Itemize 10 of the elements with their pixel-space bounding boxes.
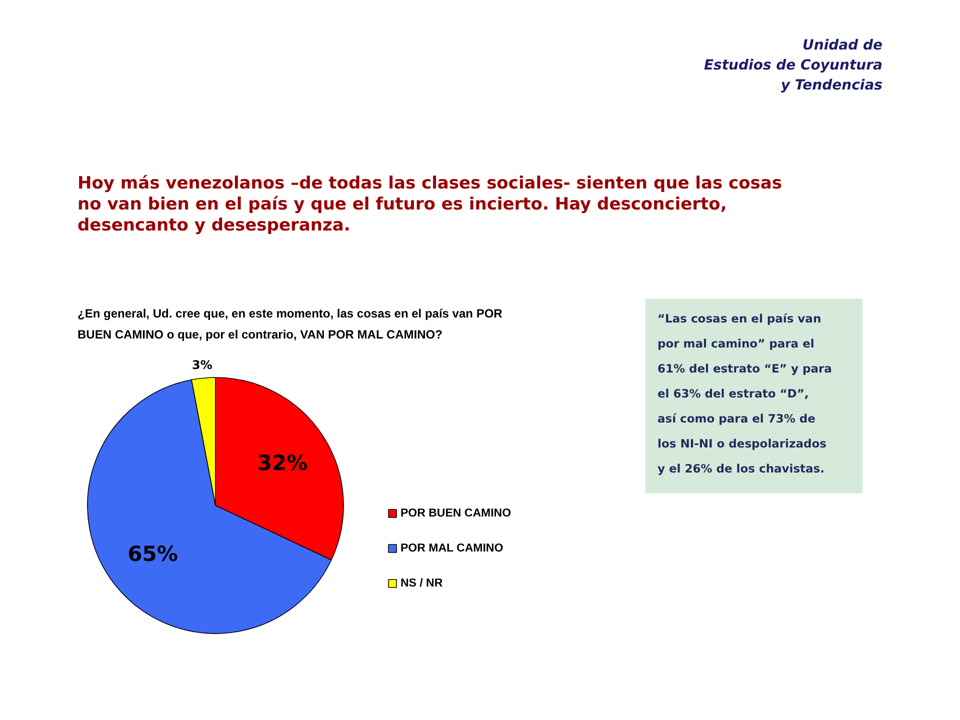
data-label: 3% (192, 358, 212, 372)
legend-label: POR MAL CAMINO (400, 542, 504, 554)
legend-label: POR BUEN CAMINO (400, 508, 512, 520)
chart-title: Hoy más venezolanos –de todas las clases sociales- sienten que las cosas no van bien en el país y que el futuro es incierto. Hay desconcierto, desencanto y desesperanza. (78, 174, 782, 236)
data-label: 32% (257, 450, 308, 475)
data-label: 65% (128, 542, 178, 566)
chart-subtitle: ¿En general, Ud. cree que, en este momento, las cosas en el país van POR BUEN CAMINO o que, por el contrario, VAN POR MAL CAMINO? (78, 306, 503, 342)
legend-label: NS / NR (400, 578, 444, 590)
text: Unidad de Estudios de Coyuntura y Tendencias (704, 38, 883, 94)
text: “Las cosas en el país van por mal camino” para el 61% del estrato “E” y para el 63% del estrato “D”, así como para el 73% de los NI-NI o despolarizados y el 26% de los chavistas. (658, 312, 832, 476)
